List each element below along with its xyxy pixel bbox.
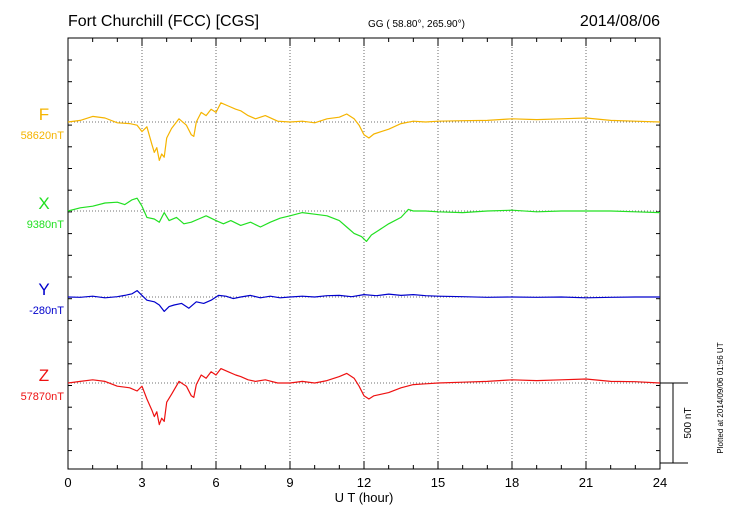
scale-bar-label: 500 nT xyxy=(683,407,694,438)
series-line-y xyxy=(67,290,660,312)
x-tick-label: 24 xyxy=(653,475,667,490)
x-tick-label: 12 xyxy=(357,475,371,490)
station-coordinates: GG ( 58.80°, 265.90°) xyxy=(368,19,465,30)
series-name-f: F xyxy=(39,105,49,124)
series-line-x xyxy=(67,197,661,242)
x-tick-label: 21 xyxy=(579,475,593,490)
x-tick-label: 3 xyxy=(138,475,145,490)
plotted-timestamp: Plotted at 2014/09/06 01:56 UT xyxy=(716,342,725,453)
x-tick-label: 0 xyxy=(64,475,71,490)
x-tick-label: 9 xyxy=(286,475,293,490)
x-axis-label: U T (hour) xyxy=(335,490,394,505)
series-line-z xyxy=(67,368,661,426)
series-name-z: Z xyxy=(39,366,49,385)
series-name-x: X xyxy=(38,194,49,213)
chart-title: Fort Churchill (FCC) [CGS] xyxy=(68,13,260,30)
x-tick-label: 18 xyxy=(505,475,519,490)
series-baseline-f: 58620nT xyxy=(21,130,65,142)
series-name-y: Y xyxy=(38,280,49,299)
series-baseline-z: 57870nT xyxy=(21,391,65,403)
x-tick-label: 15 xyxy=(431,475,445,490)
series-baseline-x: 9380nT xyxy=(27,219,65,231)
x-tick-label: 6 xyxy=(212,475,219,490)
chart-date: 2014/08/06 xyxy=(579,13,660,30)
series-line-f xyxy=(67,102,661,161)
series-baseline-y: -280nT xyxy=(29,305,64,317)
